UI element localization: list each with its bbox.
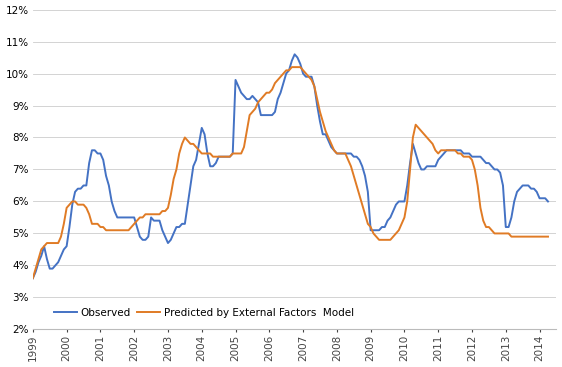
Observed	[545, 199, 551, 204]
Predicted by External Factors  Model	[266, 91, 273, 95]
Predicted by External Factors  Model	[533, 235, 540, 239]
Line: Predicted by External Factors  Model: Predicted by External Factors Model	[33, 67, 548, 278]
Line: Observed: Observed	[33, 54, 548, 278]
Predicted by External Factors  Model	[204, 151, 211, 156]
Predicted by External Factors  Model	[29, 276, 36, 280]
Predicted by External Factors  Model	[539, 235, 546, 239]
Predicted by External Factors  Model	[229, 151, 236, 156]
Observed	[35, 260, 42, 265]
Observed	[539, 196, 546, 200]
Observed	[204, 151, 211, 156]
Predicted by External Factors  Model	[545, 235, 551, 239]
Observed	[533, 190, 540, 194]
Observed	[266, 113, 273, 117]
Observed	[229, 151, 236, 156]
Observed	[29, 276, 36, 280]
Observed	[291, 52, 298, 57]
Predicted by External Factors  Model	[35, 257, 42, 261]
Legend: Observed, Predicted by External Factors  Model: Observed, Predicted by External Factors …	[54, 308, 355, 318]
Predicted by External Factors  Model	[288, 65, 295, 69]
